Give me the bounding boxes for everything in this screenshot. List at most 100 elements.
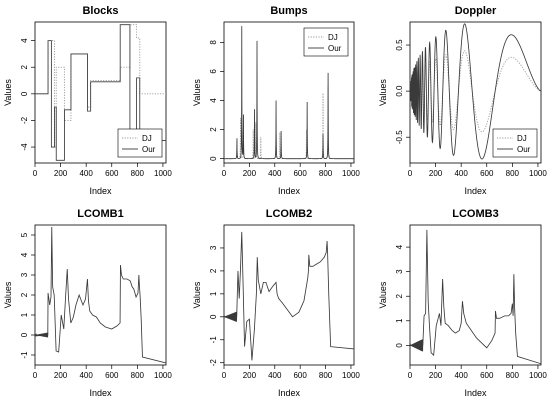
x-tick-label: 600 xyxy=(480,371,494,380)
x-tick-label: 1000 xyxy=(154,371,172,380)
panel-doppler: Doppler 0 200 400 600 800 1000 -0.5 0.0 0.5 Index V… xyxy=(378,5,547,196)
y-tick-label: 0 xyxy=(20,332,29,337)
plot-frame xyxy=(223,224,355,366)
panel-lcomb1: LCOMB1 0 200 400 600 800 1000 -1 0 1 2 3 4 5 Index Valu… xyxy=(3,208,172,398)
x-tick-label: 0 xyxy=(222,371,227,380)
y-tick-label: 2 xyxy=(395,293,404,298)
y-tick-label: -0.5 xyxy=(395,130,404,144)
legend-label-our: Our xyxy=(328,44,342,53)
x-tick-label: 200 xyxy=(429,169,443,178)
x-tick-label: 600 xyxy=(293,371,307,380)
series-line-values xyxy=(410,229,541,365)
y-tick-label: 3 xyxy=(20,272,29,277)
x-tick-label: 600 xyxy=(105,169,119,178)
x-tick-label: 400 xyxy=(79,371,93,380)
legend-label-our: Our xyxy=(517,145,531,154)
x-axis-label: Index xyxy=(464,388,487,398)
x-tick-label: 600 xyxy=(293,169,307,178)
y-axis-label: Values xyxy=(192,79,202,106)
x-axis-label: Index xyxy=(464,186,487,196)
y-tick-label: 4 xyxy=(209,98,218,103)
y-tick-label: -1 xyxy=(20,351,29,359)
y-tick-label: 0 xyxy=(20,91,29,96)
legend-box xyxy=(117,128,163,158)
x-tick-label: 1000 xyxy=(529,169,547,178)
legend-label-dj: DJ xyxy=(517,134,527,143)
chart-title: LCOMB1 xyxy=(77,208,123,220)
x-tick-label: 1000 xyxy=(154,169,172,178)
panel-bumps: Bumps 0 200 400 600 800 1000 0 2 4 6 8 Index Values DJ… xyxy=(192,5,360,196)
x-axis-label: Index xyxy=(89,388,112,398)
series-line-values xyxy=(224,231,354,361)
series-line-our xyxy=(224,26,354,160)
chart-title: Bumps xyxy=(270,5,307,17)
y-tick-label: 5 xyxy=(20,232,29,237)
chart-title: LCOMB2 xyxy=(266,208,312,220)
x-tick-label: 400 xyxy=(268,371,282,380)
x-tick-label: 1000 xyxy=(342,169,360,178)
y-axis-label: Values xyxy=(192,281,202,308)
y-tick-label: 2 xyxy=(20,64,29,69)
plot-frame xyxy=(34,21,167,164)
x-tick-label: 0 xyxy=(408,371,413,380)
x-tick-label: 200 xyxy=(429,371,443,380)
x-axis-label: Index xyxy=(89,186,112,196)
legend-label-dj: DJ xyxy=(142,134,152,143)
x-tick-label: 800 xyxy=(131,169,145,178)
x-tick-label: 0 xyxy=(408,169,413,178)
series-line-values xyxy=(35,226,166,364)
x-tick-label: 800 xyxy=(319,169,333,178)
plot-frame xyxy=(34,224,167,366)
y-tick-label: -2 xyxy=(209,359,218,367)
x-tick-label: 800 xyxy=(506,371,520,380)
y-tick-label: 4 xyxy=(20,252,29,257)
panel-blocks: Blocks 0 200 400 600 800 1000 -4 -2 0 2 4 Index Value… xyxy=(3,5,172,196)
chart-title: Blocks xyxy=(82,5,118,17)
x-tick-label: 400 xyxy=(79,169,93,178)
x-tick-label: 1000 xyxy=(529,371,547,380)
y-tick-label: -4 xyxy=(20,143,29,151)
x-axis-label: Index xyxy=(278,186,301,196)
legend-box xyxy=(303,27,349,57)
y-tick-label: 4 xyxy=(20,38,29,43)
x-tick-label: 0 xyxy=(222,169,227,178)
x-tick-label: 200 xyxy=(54,169,68,178)
x-tick-label: 600 xyxy=(480,169,494,178)
y-tick-label: 0 xyxy=(209,314,218,319)
chart-title: LCOMB3 xyxy=(452,208,498,220)
series-line-our xyxy=(410,23,541,160)
x-tick-label: 600 xyxy=(105,371,119,380)
plot-frame xyxy=(409,224,542,366)
x-tick-label: 200 xyxy=(243,169,257,178)
y-tick-label: -1 xyxy=(209,336,218,344)
x-tick-label: 400 xyxy=(454,371,468,380)
chart-title: Doppler xyxy=(455,5,497,17)
y-tick-label: 2 xyxy=(209,127,218,132)
y-tick-label: 2 xyxy=(209,268,218,273)
plot-frame xyxy=(223,21,355,164)
y-tick-label: 0 xyxy=(209,156,218,161)
y-tick-label: 2 xyxy=(20,292,29,297)
x-tick-label: 0 xyxy=(33,371,38,380)
series-line-dj xyxy=(410,50,541,133)
y-tick-label: 0.0 xyxy=(395,85,404,97)
series-line-start-oscillation xyxy=(410,339,424,352)
y-tick-label: 0.5 xyxy=(395,39,404,51)
y-tick-label: 3 xyxy=(395,269,404,274)
y-tick-label: -2 xyxy=(20,116,29,124)
x-tick-label: 1000 xyxy=(342,371,360,380)
y-axis-label: Values xyxy=(3,79,13,106)
y-tick-label: 1 xyxy=(395,318,404,323)
x-tick-label: 400 xyxy=(268,169,282,178)
x-tick-label: 800 xyxy=(131,371,145,380)
legend-label-our: Our xyxy=(142,145,156,154)
legend-label-dj: DJ xyxy=(328,33,338,42)
y-tick-label: 1 xyxy=(209,291,218,296)
x-tick-label: 800 xyxy=(319,371,333,380)
x-tick-label: 200 xyxy=(243,371,257,380)
y-tick-label: 3 xyxy=(209,245,218,250)
y-axis-label: Values xyxy=(378,79,388,106)
x-axis-label: Index xyxy=(278,388,301,398)
y-axis-label: Values xyxy=(3,281,13,308)
